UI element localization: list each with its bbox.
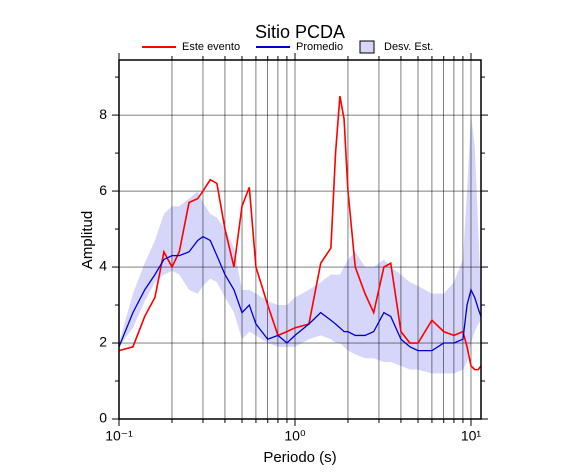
plot-area [119,115,481,374]
x-axis-label: Periodo (s) [263,449,336,466]
y-axis-label: Amplitud [79,211,96,269]
y-tick-label: 2 [99,334,107,350]
legend-swatch [359,40,375,54]
legend-label: Este evento [182,41,240,53]
y-tick-label: 0 [99,410,107,426]
legend-label: Promedio [296,41,343,53]
series-line [118,235,482,352]
chart-title: Sitio PCDA [255,22,345,42]
y-tick-label: 4 [99,258,107,274]
plot-frame [118,59,482,420]
x-tick-label: 10⁻¹ [105,428,133,444]
y-tick-label: 6 [99,182,107,198]
y-tick-label: 8 [99,106,107,122]
x-tick-label: 10¹ [461,428,482,444]
legend-label: Desv. Est. [384,41,433,53]
std-band [119,115,481,374]
series-line [118,95,482,371]
x-tick-label: 10⁰ [284,428,306,444]
grid [118,60,481,420]
